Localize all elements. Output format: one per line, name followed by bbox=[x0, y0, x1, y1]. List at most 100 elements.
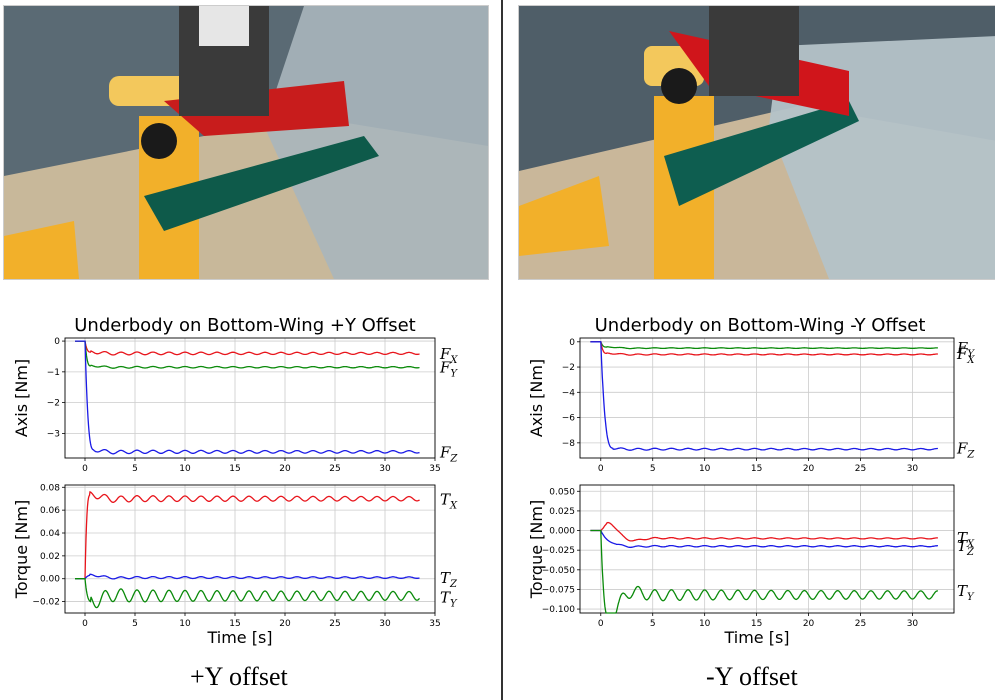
x-tick-label: 0 bbox=[82, 619, 88, 629]
y-tick-label: −0.100 bbox=[542, 605, 576, 615]
torque-chart-plus-y: 0 5 10 15 20 25 30 350.080.060.040.020.00−0.02T… bbox=[12, 483, 458, 647]
y-tick-label: 0 bbox=[54, 337, 60, 347]
force-chart-minus-y: 0 5 10 15 20 25 30 0 −2 −4 −6 −8 Underbody on Bottom… bbox=[527, 315, 975, 474]
axes-frame bbox=[64, 484, 436, 614]
series-label-f-y: FY bbox=[439, 358, 458, 379]
x-tick-label: 30 bbox=[379, 619, 391, 629]
series-line-f-x bbox=[75, 340, 420, 356]
x-tick-label: 20 bbox=[279, 464, 291, 474]
x-tick-label: 25 bbox=[855, 619, 866, 629]
y-tick-label: 0.06 bbox=[40, 506, 60, 516]
x-tick-label: 25 bbox=[329, 619, 340, 629]
figure-right: 0 5 10 15 20 25 30 0 −2 −4 −6 −8 Underbody on Bottom… bbox=[527, 315, 975, 647]
y-tick-label: 0.00 bbox=[40, 575, 60, 585]
x-tick-label: 15 bbox=[751, 464, 762, 474]
series-label-f-x: FX bbox=[439, 345, 458, 366]
y-tick-label: −0.050 bbox=[542, 566, 576, 576]
x-tick-label: 25 bbox=[329, 464, 340, 474]
x-tick-label: 10 bbox=[179, 619, 191, 629]
caption-left: +Y offset bbox=[190, 662, 288, 691]
x-tick-label: 30 bbox=[907, 464, 919, 474]
robot-gripper-photo-right bbox=[519, 6, 995, 279]
series-line-f-y bbox=[590, 341, 938, 350]
series-line-f-z bbox=[75, 340, 420, 455]
y-tick-label: 0.02 bbox=[40, 552, 60, 562]
series-label-f-x: FX bbox=[956, 345, 975, 366]
x-tick-label: 15 bbox=[751, 619, 762, 629]
y-axis-label: Torque [Nm] bbox=[527, 500, 546, 599]
series-label-f-z: FZ bbox=[439, 443, 458, 464]
y-tick-label: −2 bbox=[47, 399, 60, 409]
series-line-t-z bbox=[590, 529, 939, 549]
x-tick-label: 5 bbox=[650, 619, 656, 629]
y-tick-label: −0.025 bbox=[542, 546, 575, 556]
y-tick-label: −6 bbox=[562, 414, 576, 424]
y-tick-label: 0 bbox=[569, 338, 575, 348]
y-tick-label: −4 bbox=[562, 388, 576, 398]
x-tick-label: 5 bbox=[650, 464, 656, 474]
series-label-t-z: TZ bbox=[440, 569, 458, 590]
y-axis-label: Axis [Nm] bbox=[12, 359, 31, 437]
y-tick-label: −8 bbox=[562, 439, 576, 449]
y-tick-label: −3 bbox=[47, 429, 60, 439]
series-label-t-y: TY bbox=[440, 589, 458, 610]
x-tick-label: 15 bbox=[229, 619, 240, 629]
series-line-t-y bbox=[75, 578, 420, 609]
series-label-t-y: TY bbox=[957, 582, 975, 603]
figure-left: 0 5 10 15 20 25 30 35 0 −1 −2 −3 Underbody on Bottom… bbox=[12, 315, 458, 647]
x-axis-label: Time [s] bbox=[206, 628, 272, 647]
y-tick-label: −1 bbox=[47, 368, 60, 378]
x-tick-label: 10 bbox=[699, 619, 711, 629]
x-tick-label: 10 bbox=[179, 464, 191, 474]
x-tick-label: 20 bbox=[279, 619, 291, 629]
torque-chart-minus-y: 0 5 10 15 20 25 30 0.050 0.025 0.000 −0.025 −0.050 −… bbox=[527, 484, 975, 647]
y-tick-label: 0.050 bbox=[549, 487, 575, 497]
y-tick-label: −0.075 bbox=[542, 585, 575, 595]
y-tick-label: 0.04 bbox=[40, 529, 60, 539]
x-tick-label: 35 bbox=[429, 619, 440, 629]
series-line-t-z bbox=[75, 573, 420, 580]
x-tick-label: 0 bbox=[82, 464, 88, 474]
x-tick-label: 30 bbox=[907, 619, 919, 629]
divider-line bbox=[501, 0, 503, 700]
axes-frame bbox=[64, 337, 436, 459]
y-tick-label: 0.000 bbox=[549, 527, 575, 537]
x-tick-label: 5 bbox=[132, 619, 138, 629]
x-tick-label: 5 bbox=[132, 464, 138, 474]
x-axis-label: Time [s] bbox=[723, 628, 789, 647]
series-line-t-y bbox=[590, 529, 939, 614]
x-tick-label: 20 bbox=[803, 464, 815, 474]
x-tick-label: 25 bbox=[855, 464, 866, 474]
photo-left bbox=[3, 5, 489, 280]
chart-title: Underbody on Bottom-Wing -Y Offset bbox=[595, 315, 926, 336]
series-line-f-x bbox=[590, 341, 938, 356]
series-line-f-z bbox=[590, 341, 938, 451]
x-tick-label: 15 bbox=[229, 464, 240, 474]
series-label-f-z: FZ bbox=[956, 440, 975, 461]
x-tick-label: 0 bbox=[598, 464, 604, 474]
y-axis-label: Axis [Nm] bbox=[527, 359, 546, 437]
x-tick-label: 30 bbox=[379, 464, 391, 474]
series-label-t-z: TZ bbox=[957, 537, 975, 558]
x-tick-label: 20 bbox=[803, 619, 815, 629]
series-line-t-x bbox=[75, 490, 420, 580]
x-tick-label: 10 bbox=[699, 464, 711, 474]
series-line-f-y bbox=[75, 340, 420, 369]
series-label-t-x: TX bbox=[440, 491, 458, 512]
x-tick-label: 0 bbox=[598, 619, 604, 629]
y-tick-label: 0.08 bbox=[40, 483, 60, 493]
y-tick-label: −0.02 bbox=[32, 598, 60, 608]
chart-title: Underbody on Bottom-Wing +Y Offset bbox=[74, 315, 416, 336]
caption-right: -Y offset bbox=[706, 662, 798, 691]
robot-gripper-photo-left bbox=[4, 6, 488, 279]
y-tick-label: 0.025 bbox=[549, 507, 575, 517]
y-axis-label: Torque [Nm] bbox=[12, 500, 31, 599]
force-chart-plus-y: 0 5 10 15 20 25 30 35 0 −1 −2 −3 Underbody on Bottom… bbox=[12, 315, 458, 474]
series-label-t-x: TX bbox=[957, 529, 975, 550]
y-tick-label: −2 bbox=[562, 363, 575, 373]
x-tick-label: 35 bbox=[429, 464, 440, 474]
axes-frame bbox=[579, 484, 955, 614]
series-line-t-x bbox=[590, 521, 938, 542]
photo-right bbox=[518, 5, 995, 280]
series-label-f-y: FY bbox=[956, 339, 975, 360]
